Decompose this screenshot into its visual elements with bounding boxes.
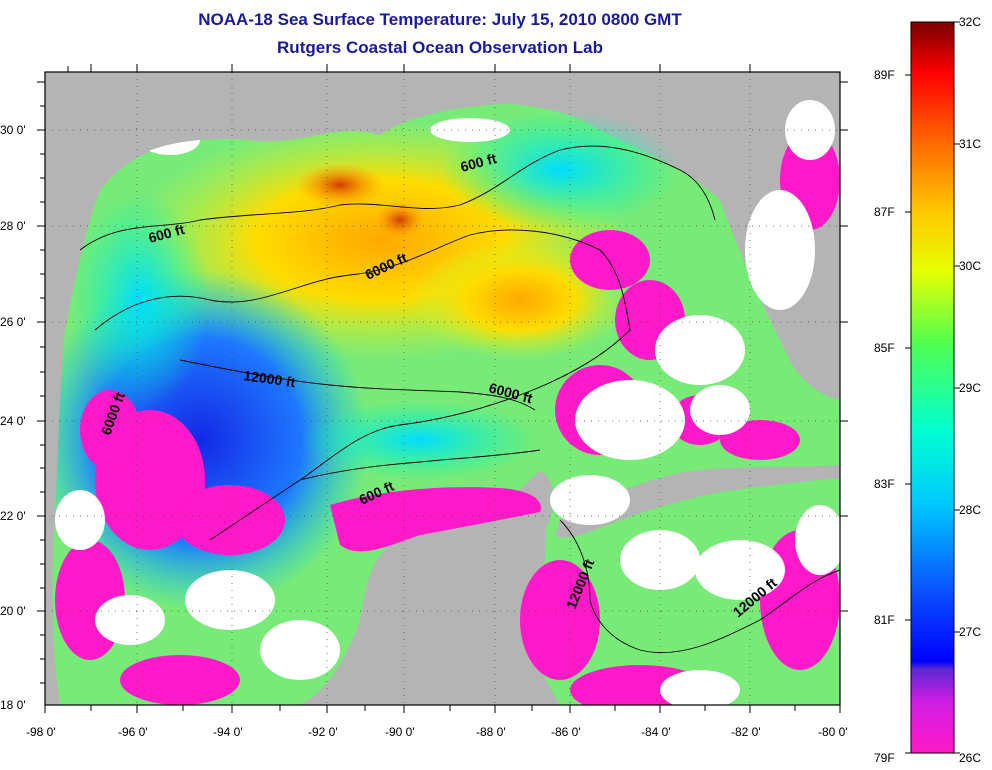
colorbar-fahrenheit-label: 87F <box>874 205 895 219</box>
colorbar-gradient <box>910 21 955 754</box>
lat-tick-label: 24 0' <box>0 414 26 428</box>
lat-tick-label: 20 0' <box>0 604 26 618</box>
lon-tick-label: -98 0' <box>26 725 56 739</box>
lat-tick-label: 26 0' <box>0 315 26 329</box>
lon-tick-label: -80 0' <box>818 725 848 739</box>
colorbar-ticks <box>905 21 960 754</box>
latitude-labels: 30 0' 28 0' 26 0' 24 0' 22 0' 20 0' 18 0… <box>0 123 26 712</box>
map-panel <box>45 72 840 705</box>
contour-label: 12000 ft <box>243 367 297 390</box>
lon-tick-label: -84 0' <box>641 725 671 739</box>
colorbar-fahrenheit-label: 79F <box>874 751 895 765</box>
graticule <box>45 72 840 705</box>
contour-caribbean <box>559 519 840 654</box>
cyan-band-west <box>70 190 210 410</box>
lon-tick-label: -88 0' <box>476 725 506 739</box>
cyan-band-central <box>300 400 540 480</box>
map-subtitle: Rutgers Coastal Ocean Observation Lab <box>277 38 603 57</box>
cuba-island <box>555 465 840 538</box>
contour-6000ft <box>94 229 631 541</box>
colorbar-fahrenheit-label: 89F <box>874 68 895 82</box>
lon-tick-label: -96 0' <box>118 725 148 739</box>
colorbar-celsius-label: 27C <box>959 625 981 639</box>
hot-spot-shelf <box>375 202 425 238</box>
lon-tick-label: -90 0' <box>385 725 415 739</box>
colorbar-celsius-label: 31C <box>959 137 981 151</box>
colorbar-fahrenheit-label: 83F <box>874 477 895 491</box>
contour-600ft-yucatan <box>299 449 541 481</box>
map-title: NOAA-18 Sea Surface Temperature: July 15… <box>198 10 682 29</box>
frame-ticks <box>37 64 848 713</box>
longitude-labels: -98 0' -96 0' -94 0' -92 0' -90 0' -88 0… <box>26 725 848 739</box>
colorbar-celsius-label: 26C <box>959 751 981 765</box>
lat-tick-label: 28 0' <box>0 219 26 233</box>
mexico-west-coast <box>45 72 140 705</box>
lat-tick-label: 30 0' <box>0 123 26 137</box>
colorbar-fahrenheit-label: 85F <box>874 341 895 355</box>
colorbar-fahrenheit-label: 81F <box>874 613 895 627</box>
us-gulf-coast <box>140 72 720 155</box>
cyan-band-east <box>440 110 680 230</box>
colorbar-celsius-label: 29C <box>959 381 981 395</box>
hot-spot-louisiana <box>295 163 385 207</box>
contour-12000ft <box>179 359 536 411</box>
lat-tick-label: 18 0' <box>0 698 26 712</box>
colorbar-celsius-label: 30C <box>959 259 981 273</box>
yucatan-peninsula <box>380 514 546 705</box>
map-frame <box>44 71 841 706</box>
bathymetry-contours <box>79 145 840 654</box>
lon-tick-label: -82 0' <box>731 725 761 739</box>
lat-tick-label: 22 0' <box>0 509 26 523</box>
lon-tick-label: -94 0' <box>213 725 243 739</box>
contour-600ft-north <box>79 145 716 251</box>
cloud-cover-regions <box>55 100 840 705</box>
colorbar-celsius-label: 32C <box>959 15 981 29</box>
lon-tick-label: -92 0' <box>308 725 338 739</box>
colorbar: 32C 31C 30C 29C 28C 27C 26C 89F 87F 85F … <box>874 15 981 765</box>
lon-tick-label: -86 0' <box>551 725 581 739</box>
colorbar-celsius-label: 28C <box>959 503 981 517</box>
